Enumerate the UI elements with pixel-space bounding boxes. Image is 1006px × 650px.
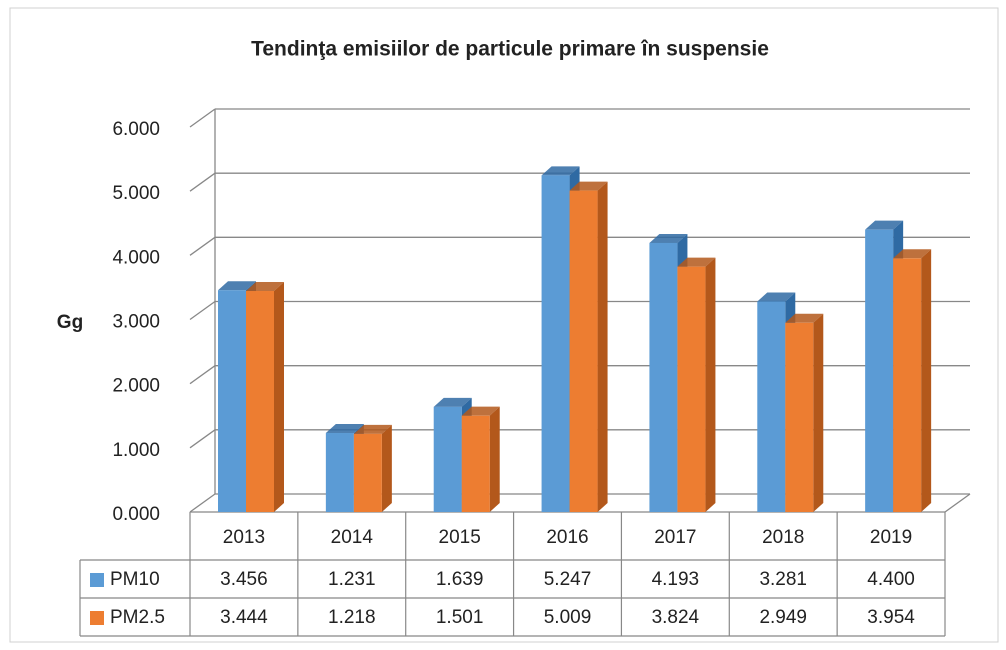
bar bbox=[893, 258, 922, 512]
bar-top bbox=[218, 281, 256, 291]
x-tick-label: 2014 bbox=[331, 527, 374, 548]
table-cell: 1.231 bbox=[328, 569, 376, 590]
bar-side bbox=[381, 424, 392, 512]
y-axis-label: Gg bbox=[57, 312, 83, 333]
grid-line-side bbox=[189, 300, 216, 321]
bar bbox=[325, 433, 354, 512]
y-tick-label: 2.000 bbox=[112, 376, 160, 397]
y-tick-label: 3.000 bbox=[112, 312, 160, 333]
y-tick-label: 0.000 bbox=[112, 504, 160, 525]
legend-swatch bbox=[90, 573, 104, 587]
bar bbox=[246, 291, 274, 512]
grid-line-side bbox=[189, 172, 216, 192]
table-cell: 1.501 bbox=[436, 607, 484, 628]
grid-line-side bbox=[189, 429, 216, 449]
y-tick-label: 5.000 bbox=[112, 183, 160, 204]
bar bbox=[785, 322, 814, 512]
chart-frame bbox=[9, 7, 999, 643]
y-tick-label: 4.000 bbox=[112, 247, 160, 268]
x-tick-label: 2015 bbox=[439, 527, 481, 548]
bar-top bbox=[893, 249, 932, 259]
table-cell: 3.824 bbox=[652, 607, 700, 628]
legend-label: PM10 bbox=[110, 569, 160, 590]
bar-top bbox=[569, 181, 608, 191]
bar-side bbox=[489, 406, 500, 512]
x-tick-label: 2016 bbox=[546, 527, 588, 548]
bar bbox=[569, 190, 598, 512]
chart-title: Tendinţa emisiilor de particule primare … bbox=[251, 38, 769, 61]
x-tick-label: 2019 bbox=[870, 527, 912, 548]
bar-side bbox=[705, 257, 716, 512]
table-cell: 3.954 bbox=[867, 607, 915, 628]
bar bbox=[353, 433, 382, 512]
bar bbox=[541, 175, 570, 512]
grid-line-side bbox=[189, 365, 216, 385]
bar-top bbox=[677, 257, 716, 267]
y-tick-label: 1.000 bbox=[112, 440, 160, 461]
bar bbox=[433, 406, 462, 512]
bar-side bbox=[921, 249, 932, 512]
y-tick-label: 6.000 bbox=[112, 119, 160, 140]
bar-top bbox=[865, 220, 904, 230]
bar-side bbox=[813, 313, 824, 512]
bar-top bbox=[353, 424, 392, 434]
table-cell: 3.281 bbox=[759, 569, 807, 590]
table-cell: 1.218 bbox=[328, 607, 376, 628]
floor-right bbox=[944, 493, 971, 513]
table-cell: 3.444 bbox=[220, 607, 268, 628]
bar bbox=[218, 290, 246, 512]
bar-top bbox=[757, 292, 796, 302]
bar-top bbox=[461, 406, 500, 416]
bar-top bbox=[246, 282, 284, 292]
bar-top bbox=[649, 233, 688, 243]
bar bbox=[461, 415, 490, 512]
bar bbox=[865, 229, 894, 512]
bar-top bbox=[541, 166, 580, 176]
table-cell: 5.009 bbox=[544, 607, 592, 628]
table-cell: 2.949 bbox=[759, 607, 807, 628]
bar-side bbox=[597, 181, 608, 512]
bar bbox=[757, 301, 786, 512]
x-tick-label: 2018 bbox=[762, 527, 804, 548]
grid-line-side bbox=[189, 108, 216, 128]
grid-line-side bbox=[189, 236, 216, 256]
legend-label: PM2.5 bbox=[110, 607, 165, 628]
table-cell: 4.400 bbox=[867, 569, 915, 590]
grid-line-side bbox=[189, 493, 216, 513]
bar bbox=[649, 242, 678, 513]
table-cell: 1.639 bbox=[436, 569, 484, 590]
bar bbox=[677, 266, 706, 512]
x-tick-label: 2017 bbox=[654, 527, 696, 548]
bar-side bbox=[274, 282, 284, 512]
table-cell: 3.456 bbox=[220, 569, 268, 590]
bar-top bbox=[325, 424, 364, 434]
table-cell: 5.247 bbox=[544, 569, 592, 590]
table-cell: 4.193 bbox=[652, 569, 700, 590]
x-tick-label: 2013 bbox=[223, 527, 265, 548]
legend-swatch bbox=[90, 611, 104, 625]
bar-top bbox=[433, 397, 472, 407]
bar-top bbox=[785, 313, 824, 323]
